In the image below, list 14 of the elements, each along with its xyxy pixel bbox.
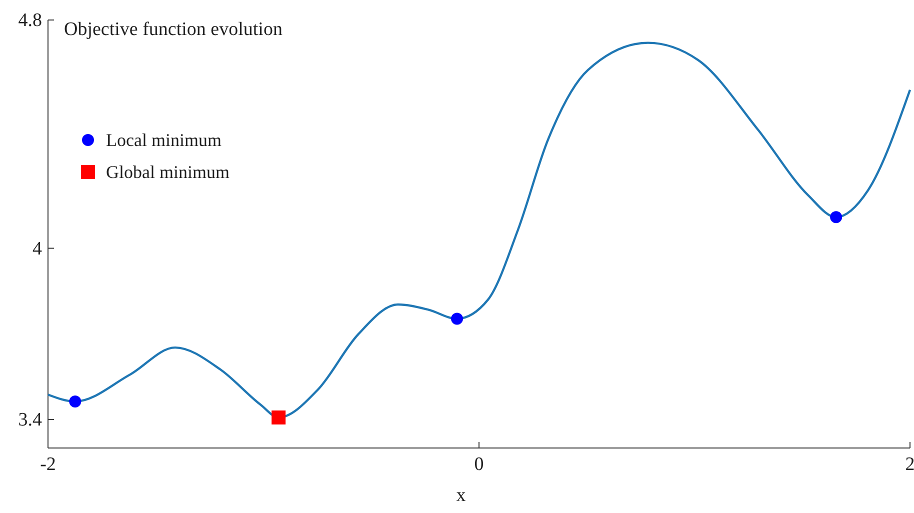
point: [272, 410, 286, 424]
x-tick-label: -2: [40, 454, 56, 475]
x-tick-label: 0: [474, 454, 484, 475]
point: [451, 312, 464, 325]
y-tick-label: 3.4: [18, 409, 42, 430]
y-tick-label: 4: [32, 238, 42, 260]
legend-label: Global minimum: [106, 162, 230, 182]
legend-label: Local minimum: [106, 130, 222, 150]
point: [830, 211, 842, 224]
chart-title: Objective function evolution: [64, 19, 283, 40]
y-tick-label: 4.8: [18, 10, 42, 31]
x-tick-label: 2: [905, 454, 914, 475]
point: [69, 395, 82, 408]
x-axis-title: x: [456, 485, 466, 506]
